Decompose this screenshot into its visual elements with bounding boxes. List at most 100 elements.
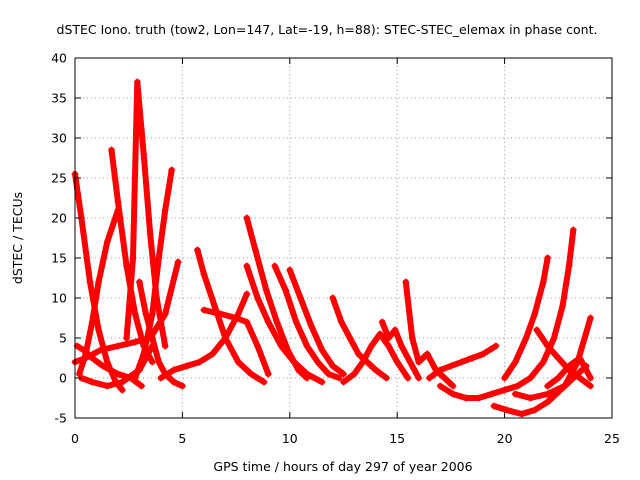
data-point xyxy=(208,350,216,358)
series-line xyxy=(379,319,422,381)
data-point xyxy=(155,254,163,262)
x-tick-label: 25 xyxy=(604,431,620,446)
data-point xyxy=(329,362,337,370)
data-point xyxy=(561,382,569,390)
data-point xyxy=(114,342,122,350)
data-point xyxy=(526,374,534,382)
data-point xyxy=(550,334,558,342)
series-sat-09 xyxy=(77,342,156,390)
data-point xyxy=(440,374,448,382)
data-point xyxy=(554,374,562,382)
series-sat-24 xyxy=(501,254,552,382)
data-point xyxy=(449,390,457,398)
x-tick-label: 0 xyxy=(71,431,79,446)
data-point xyxy=(436,366,444,374)
data-point xyxy=(559,302,567,310)
data-point xyxy=(376,330,384,338)
series-line xyxy=(286,267,347,377)
data-point xyxy=(544,342,552,350)
data-point xyxy=(335,374,343,382)
data-point xyxy=(292,318,300,326)
data-point xyxy=(314,358,322,366)
y-tick-label: 25 xyxy=(51,171,67,186)
data-point xyxy=(211,302,219,310)
data-point xyxy=(146,334,154,342)
y-tick-label: 5 xyxy=(59,331,67,346)
data-point xyxy=(436,382,444,390)
data-point xyxy=(501,374,509,382)
series-sat-12 xyxy=(200,306,272,378)
data-point xyxy=(587,314,595,322)
data-point xyxy=(355,350,363,358)
data-point xyxy=(340,378,347,386)
x-tick-label: 15 xyxy=(389,431,405,446)
data-point xyxy=(254,342,262,350)
data-point xyxy=(264,370,272,378)
series-sat-14 xyxy=(243,262,326,386)
data-point xyxy=(161,206,169,214)
data-point xyxy=(114,370,122,378)
data-point xyxy=(359,358,367,366)
series-sat-28 xyxy=(544,354,595,390)
y-tick-label: 35 xyxy=(51,91,67,106)
data-point xyxy=(103,238,111,246)
data-point xyxy=(479,350,487,358)
data-point xyxy=(533,326,541,334)
data-point xyxy=(243,262,251,270)
data-point xyxy=(415,358,423,366)
data-point xyxy=(286,266,294,274)
data-point xyxy=(544,398,552,406)
data-point xyxy=(513,382,521,390)
data-point xyxy=(133,78,141,86)
data-point xyxy=(174,258,182,266)
data-point xyxy=(282,286,290,294)
series-line xyxy=(533,327,594,389)
data-point xyxy=(372,366,380,374)
data-point xyxy=(140,150,148,158)
data-point xyxy=(539,358,547,366)
data-point xyxy=(193,246,201,254)
data-point xyxy=(118,378,126,386)
data-point xyxy=(511,358,519,366)
series-line xyxy=(340,331,411,385)
data-point xyxy=(277,342,285,350)
data-point xyxy=(168,166,176,174)
data-point xyxy=(393,358,401,366)
series-sat-11 xyxy=(193,246,268,386)
data-point xyxy=(262,286,270,294)
data-point xyxy=(170,366,178,374)
series-sat-20 xyxy=(402,278,457,390)
data-point xyxy=(415,374,423,382)
data-point xyxy=(544,382,552,390)
series-sat-08 xyxy=(71,258,182,366)
series-sat-15 xyxy=(271,262,343,382)
data-point xyxy=(544,254,552,262)
data-point xyxy=(142,310,150,318)
data-point xyxy=(123,334,131,342)
data-point xyxy=(157,374,165,382)
data-point xyxy=(488,390,496,398)
data-point xyxy=(118,386,126,394)
data-point xyxy=(350,370,358,378)
data-point xyxy=(103,382,111,390)
data-point xyxy=(587,382,595,390)
data-series xyxy=(71,78,595,418)
data-point xyxy=(503,406,511,414)
series-line xyxy=(527,227,577,381)
data-point xyxy=(565,262,573,270)
data-point xyxy=(161,310,169,318)
data-point xyxy=(346,334,354,342)
data-point xyxy=(290,358,298,366)
data-point xyxy=(468,354,476,362)
y-tick-label: 10 xyxy=(51,291,67,306)
data-point xyxy=(217,310,225,318)
data-point xyxy=(303,370,311,378)
data-point xyxy=(340,370,347,378)
data-point xyxy=(449,382,457,390)
data-point xyxy=(501,386,509,394)
data-point xyxy=(146,230,154,238)
data-point xyxy=(183,362,191,370)
series-line xyxy=(72,259,182,365)
data-point xyxy=(324,370,332,378)
